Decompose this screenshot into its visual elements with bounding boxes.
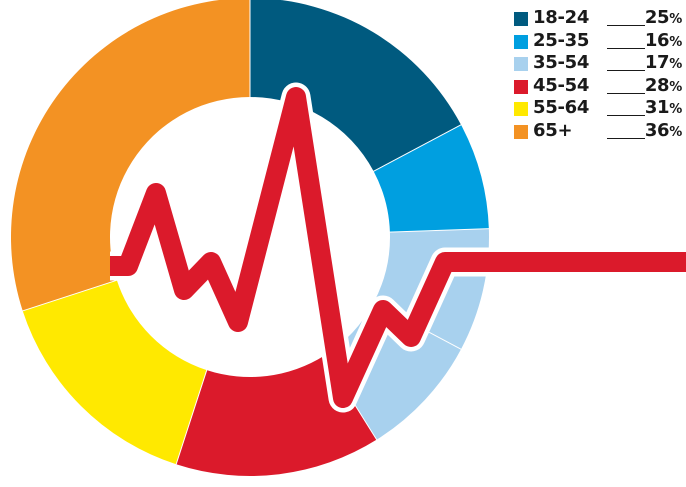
legend-label: 25-35 bbox=[533, 29, 590, 51]
slice-separator bbox=[372, 123, 463, 173]
legend-leader-line bbox=[607, 137, 645, 139]
legend-value-number: 36 bbox=[644, 119, 670, 141]
legend-value-suffix: % bbox=[669, 12, 682, 27]
legend-value: 17% bbox=[645, 53, 682, 75]
legend-item: 55-64 31% bbox=[514, 97, 686, 122]
legend-leader-line bbox=[607, 70, 645, 72]
legend-leader-line bbox=[607, 47, 645, 49]
heartbeat-line-stroke bbox=[110, 87, 686, 408]
legend-leader-line bbox=[607, 115, 645, 117]
legend-swatch bbox=[514, 57, 528, 72]
legend-value-suffix: % bbox=[669, 79, 682, 95]
legend-value: 16% bbox=[644, 29, 682, 53]
legend-leader-line bbox=[607, 25, 645, 26]
legend-item: 65+ 36% bbox=[514, 119, 686, 145]
legend-item: 35-54 17% bbox=[514, 52, 686, 77]
slice-separator bbox=[175, 369, 208, 466]
slice-separator bbox=[388, 228, 490, 233]
legend-value-number: 28 bbox=[644, 74, 670, 96]
slice-55-64 bbox=[22, 280, 207, 465]
legend-value-number: 17 bbox=[644, 52, 670, 74]
slice-separator bbox=[21, 279, 118, 312]
legend-leader-line bbox=[607, 92, 645, 94]
legend-value: 28% bbox=[644, 74, 682, 98]
legend-value-suffix: % bbox=[669, 124, 682, 140]
legend-swatch bbox=[514, 124, 528, 139]
legend-swatch bbox=[514, 34, 528, 49]
legend-label: 18-24 bbox=[533, 7, 590, 28]
legend-item: 45-54 28% bbox=[514, 74, 686, 100]
slice-18-24 bbox=[250, 0, 462, 172]
legend: 18-24 25% 25-35 16% 35-54 17% 45-54 28% 55-64 31%… bbox=[514, 7, 686, 145]
heartbeat-line bbox=[110, 82, 686, 413]
legend-value-number: 16 bbox=[644, 29, 670, 51]
legend-label: 55-64 bbox=[533, 97, 590, 119]
legend-label: 35-54 bbox=[533, 52, 590, 74]
legend-value-number: 31 bbox=[644, 97, 670, 119]
legend-item: 18-24 25% bbox=[514, 7, 686, 32]
slice-25-35 bbox=[373, 124, 489, 233]
legend-label: 45-54 bbox=[533, 74, 590, 96]
legend-value-suffix: % bbox=[669, 102, 682, 118]
legend-item: 25-35 16% bbox=[514, 29, 686, 55]
legend-label: 65+ bbox=[533, 119, 573, 141]
legend-value-suffix: % bbox=[669, 34, 682, 50]
legend-swatch bbox=[514, 102, 528, 117]
legend-value-suffix: % bbox=[669, 57, 682, 73]
legend-swatch bbox=[514, 79, 528, 94]
legend-value: 36% bbox=[644, 119, 682, 143]
legend-value-number: 25 bbox=[644, 7, 670, 28]
legend-swatch bbox=[514, 12, 528, 26]
legend-value: 25% bbox=[645, 8, 682, 30]
slice-65-plus bbox=[11, 0, 250, 311]
legend-value: 31% bbox=[645, 98, 682, 120]
